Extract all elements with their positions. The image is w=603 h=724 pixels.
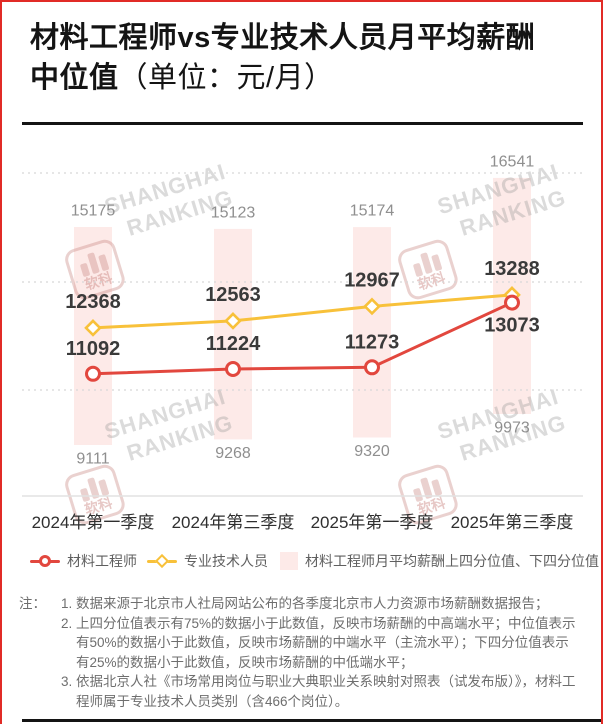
circle-marker xyxy=(225,361,241,377)
lower-quartile-label: 9973 xyxy=(494,420,530,437)
lower-quartile-label: 9268 xyxy=(215,445,251,462)
bottom-divider xyxy=(22,719,601,722)
x-axis-label: 2024年第三季度 xyxy=(171,513,295,532)
watermark-brand-text: SHANGHAI RANKING xyxy=(434,158,569,241)
circle-marker xyxy=(364,359,380,376)
chart-title-unit: （单位：元/月） xyxy=(118,62,334,94)
median-value-label: 11224 xyxy=(206,333,261,355)
diamond-marker xyxy=(503,286,521,304)
upper-quartile-label: 15174 xyxy=(350,203,395,220)
median-value-label: 13073 xyxy=(484,315,540,337)
red-line-circle-marker-icon xyxy=(30,554,60,567)
shanghairanking-watermark: 软科 SHANGHAI RANKING xyxy=(382,158,569,304)
legend-item-professional-technical: 专业技术人员 xyxy=(147,550,268,572)
chart-title-main: 材料工程师vs专业技术人员月平均薪酬中位值 xyxy=(30,22,536,94)
series-line xyxy=(91,301,514,376)
footnote-item: 依据北京人社《市场常用岗位与职业大典职业关系映射对照表（试发布版）》，材料工程师… xyxy=(76,672,581,711)
median-value-label: 12368 xyxy=(65,291,121,313)
legend-item-quartile-band: 材料工程师月平均薪酬上四分位值、下四分位值 xyxy=(280,550,599,572)
footnotes: 注： 数据来源于北京市人社局网站公布的各季度北京市人力资源市场薪酬数据报告；上四… xyxy=(19,594,581,711)
ruanke-logo-icon: 软科 xyxy=(395,237,461,303)
legend-label: 专业技术人员 xyxy=(184,553,268,569)
quartile-band-bar xyxy=(74,227,112,445)
quartile-band-bar xyxy=(353,227,391,438)
x-axis-label: 2025年第一季度 xyxy=(310,513,434,532)
footnote-item: 上四分位值表示有75%的数据小于此数值，反映市场薪酬的中高端水平；中位值表示有5… xyxy=(76,614,581,673)
pink-band-swatch-icon xyxy=(280,552,298,570)
median-value-label: 11273 xyxy=(345,331,400,353)
footnotes-label: 注： xyxy=(19,596,46,611)
diamond-marker xyxy=(84,319,102,337)
upper-quartile-label: 15123 xyxy=(211,204,256,221)
shanghairanking-watermark: 软科 SHANGHAI RANKING xyxy=(49,158,236,304)
lower-quartile-label: 9111 xyxy=(76,451,109,468)
chart-title: 材料工程师vs专业技术人员月平均薪酬中位值（单位：元/月） xyxy=(30,18,538,98)
ruanke-logo-icon: 软科 xyxy=(62,237,128,303)
diamond-marker xyxy=(224,312,242,330)
quartile-band-bar xyxy=(214,228,252,440)
median-value-label: 13288 xyxy=(484,258,540,280)
x-axis-label: 2025年第三季度 xyxy=(450,513,574,532)
yellow-line-diamond-marker-icon xyxy=(147,553,177,568)
diamond-marker xyxy=(363,297,381,316)
watermark-brand-text: SHANGHAI RANKING xyxy=(101,383,236,466)
footnotes-list: 数据来源于北京市人社局网站公布的各季度北京市人力资源市场薪酬数据报告；上四分位值… xyxy=(59,594,581,711)
median-value-label: 12563 xyxy=(205,284,261,306)
watermark-brand-text: SHANGHAI RANKING xyxy=(434,383,569,466)
circle-marker xyxy=(85,365,101,382)
title-divider xyxy=(22,122,583,125)
footnote-item: 数据来源于北京市人社局网站公布的各季度北京市人力资源市场薪酬数据报告； xyxy=(76,594,581,614)
median-value-label: 11092 xyxy=(66,338,121,360)
legend-item-materials-engineer: 材料工程师 xyxy=(30,550,137,572)
upper-quartile-label: 15175 xyxy=(71,203,116,220)
quartile-band-bar xyxy=(493,177,531,414)
legend-label: 材料工程师 xyxy=(67,553,137,569)
median-value-label: 12967 xyxy=(344,269,400,291)
series-line xyxy=(91,293,514,330)
x-axis-label: 2024年第一季度 xyxy=(31,513,155,532)
watermark-brand-text: SHANGHAI RANKING xyxy=(101,158,236,241)
circle-marker xyxy=(504,294,520,311)
upper-quartile-label: 16541 xyxy=(490,153,535,170)
legend-label: 材料工程师月平均薪酬上四分位值、下四分位值 xyxy=(305,553,599,569)
lower-quartile-label: 9320 xyxy=(354,443,390,460)
